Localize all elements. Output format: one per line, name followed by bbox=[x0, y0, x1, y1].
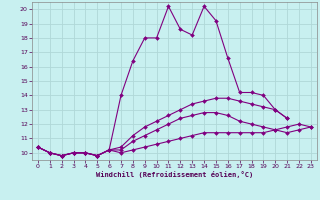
X-axis label: Windchill (Refroidissement éolien,°C): Windchill (Refroidissement éolien,°C) bbox=[96, 171, 253, 178]
